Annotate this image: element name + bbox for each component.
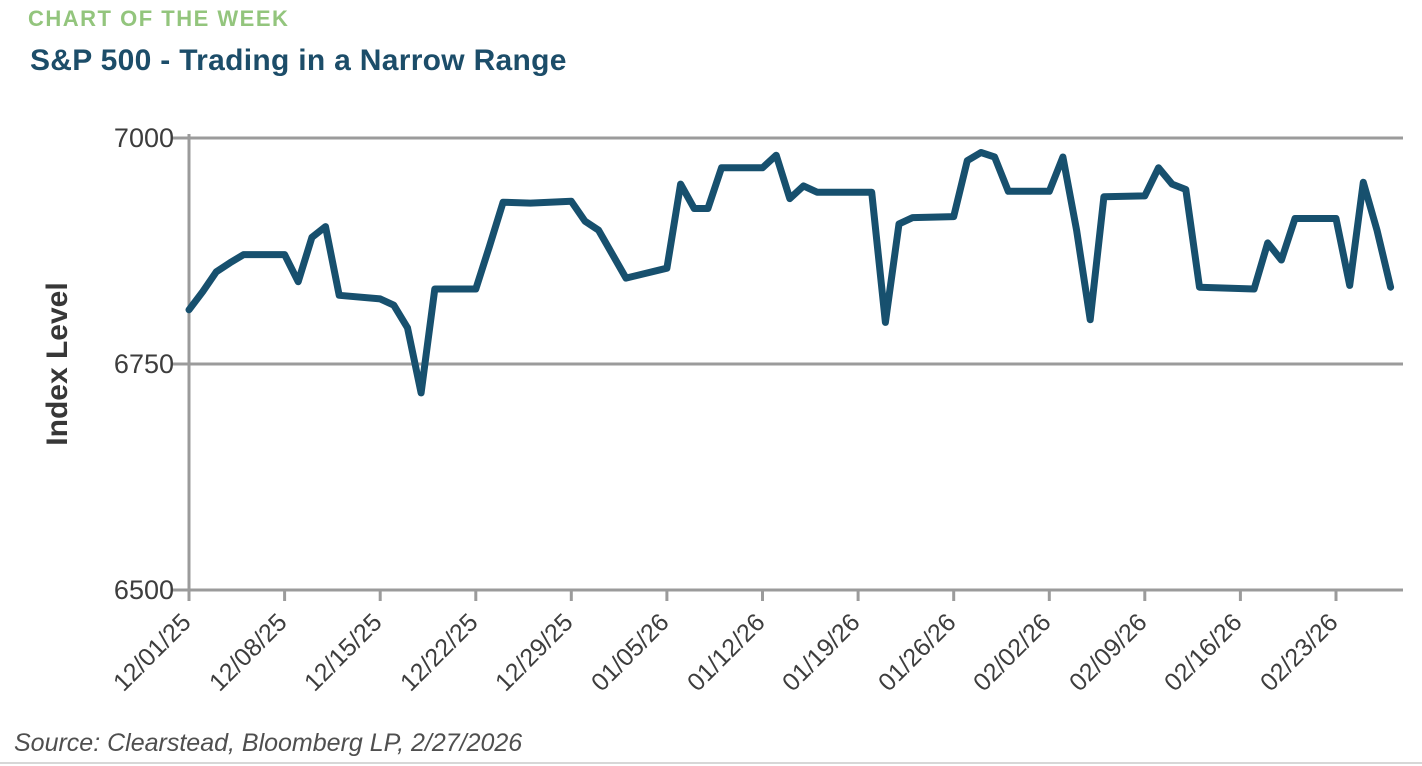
source-attribution: Source: Clearstead, Bloomberg LP, 2/27/2… bbox=[14, 729, 523, 757]
sp500-price-line bbox=[185, 149, 1395, 397]
y-tick-label: 7000 bbox=[113, 123, 174, 153]
y-tick-label: 6750 bbox=[113, 349, 174, 379]
chart-title: S&P 500 - Trading in a Narrow Range bbox=[30, 44, 567, 77]
y-tick-label: 6500 bbox=[113, 575, 174, 605]
bottom-divider bbox=[0, 762, 1422, 764]
chart-of-the-week-eyebrow: CHART OF THE WEEK bbox=[28, 6, 290, 31]
